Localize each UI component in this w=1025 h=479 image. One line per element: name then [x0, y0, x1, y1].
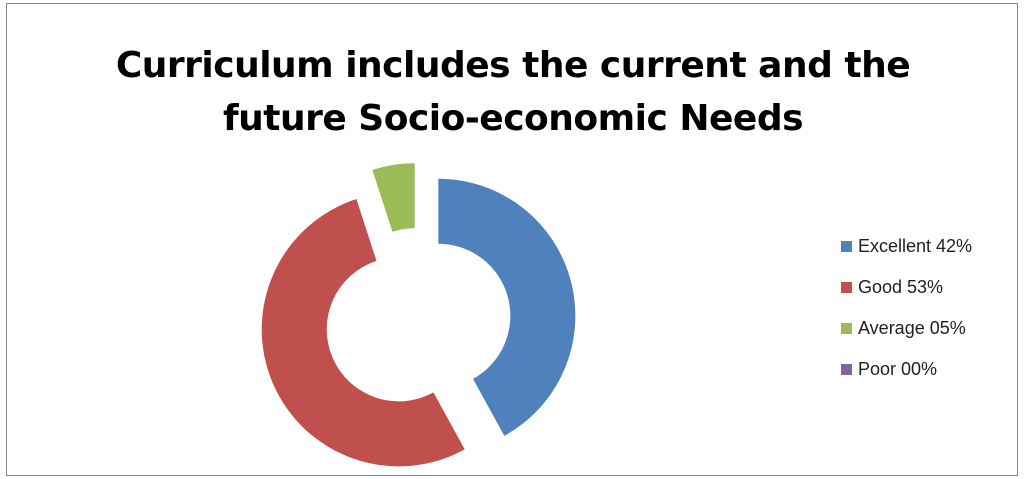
chart-title-line-2: future Socio-economic Needs — [222, 98, 804, 139]
legend-swatch-good — [841, 282, 852, 293]
donut-segment-good — [261, 199, 465, 467]
legend-item-good: Good 53% — [841, 276, 1011, 299]
legend-label-good: Good 53% — [858, 277, 944, 297]
legend-label-excellent: Excellent 42% — [858, 236, 973, 256]
chart-title: Curriculum includes the current and the … — [7, 39, 1019, 145]
legend-swatch-average — [841, 323, 852, 334]
legend-swatch-poor — [841, 364, 852, 375]
donut-segment-excellent — [438, 178, 576, 436]
legend-item-excellent: Excellent 42% — [841, 235, 1011, 258]
chart-area: Curriculum includes the current and the … — [6, 3, 1018, 476]
chart-title-line-1: Curriculum includes the current and the — [115, 45, 911, 86]
legend-label-average: Average 05% — [858, 318, 966, 338]
legend-swatch-excellent — [841, 241, 852, 252]
legend-item-poor: Poor 00% — [841, 358, 1011, 381]
chart-legend: Excellent 42% Good 53% Average 05% Poor … — [841, 235, 1011, 399]
legend-item-average: Average 05% — [841, 317, 1011, 340]
donut-segment-average — [372, 163, 415, 232]
donut-chart — [261, 163, 576, 467]
legend-label-poor: Poor 00% — [858, 359, 938, 379]
